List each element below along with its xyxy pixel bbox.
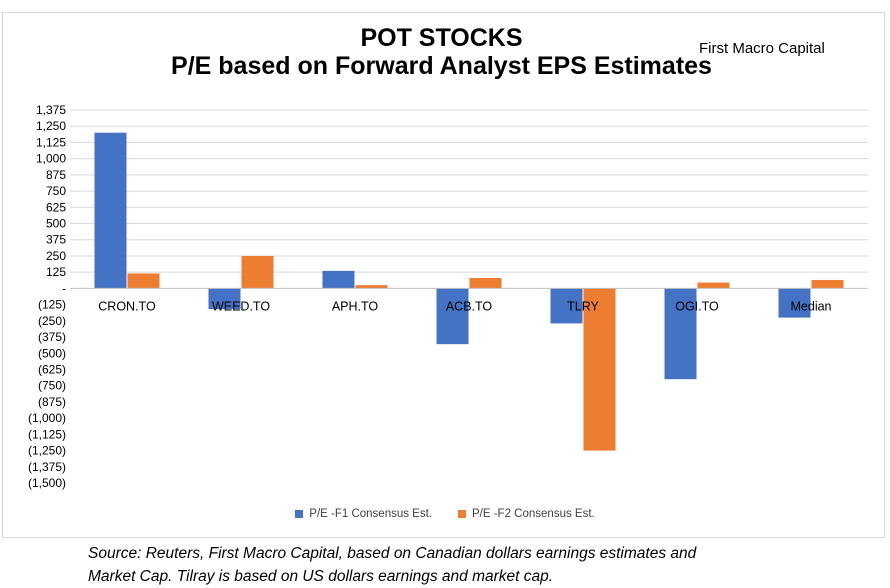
y-tick-label: 625 (46, 200, 66, 214)
y-tick-label: (625) (38, 362, 66, 376)
y-tick-label: 1,125 (36, 135, 66, 149)
x-category-label: APH.TO (332, 299, 379, 313)
y-tick-label: (1,000) (28, 411, 66, 425)
legend-swatch-series-1 (295, 510, 304, 518)
brand-label: First Macro Capital (699, 40, 825, 57)
y-tick-label: 750 (46, 184, 66, 198)
y-tick-label: - (62, 281, 66, 295)
source-note-line-1: Source: Reuters, First Macro Capital, ba… (88, 545, 697, 562)
bar-series-2 (127, 273, 160, 289)
bar-series-1 (550, 288, 583, 324)
y-tick-label: 1,250 (36, 119, 66, 133)
legend-item-series-2: P/E -F2 Consensus Est. (458, 508, 595, 520)
bar-series-1 (322, 270, 355, 289)
bar-series-2 (241, 255, 274, 289)
y-tick-label: (500) (38, 346, 66, 360)
y-tick-label: (1,500) (28, 476, 66, 490)
bar-series-1 (778, 288, 811, 318)
legend-item-series-1: P/E -F1 Consensus Est. (295, 508, 432, 520)
y-tick-label: (375) (38, 330, 66, 344)
y-tick-label: (750) (38, 379, 66, 393)
y-tick-label: 125 (46, 265, 66, 279)
x-category-label: TLRY (567, 299, 599, 313)
legend-swatch-series-2 (458, 510, 466, 518)
x-category-label: Median (791, 299, 832, 313)
y-tick-label: (250) (38, 314, 66, 328)
chart-title-line-1: POT STOCKS (360, 24, 523, 52)
y-tick-label: (1,250) (28, 444, 66, 458)
y-tick-label: (1,375) (28, 460, 66, 474)
bar-series-1 (664, 288, 697, 380)
legend-label-series-2: P/E -F2 Consensus Est. (472, 508, 595, 520)
y-tick-label: 1,375 (36, 103, 66, 117)
bar-series-1 (208, 288, 241, 310)
x-category-label: ACB.TO (446, 299, 493, 313)
bar-series-2 (697, 282, 730, 289)
bar-series-2 (583, 288, 616, 451)
y-tick-label: 500 (46, 217, 66, 231)
source-note-line-2: Market Cap. Tilray is based on US dollar… (88, 568, 554, 585)
x-category-label: OGI.TO (675, 299, 719, 313)
x-category-label: CRON.TO (98, 299, 156, 313)
chart-title-line-2: P/E based on Forward Analyst EPS Estimat… (171, 52, 712, 80)
bar-series-1 (94, 132, 127, 289)
bar-series-2 (811, 279, 844, 289)
bar-series-1 (436, 288, 469, 345)
y-tick-label: 375 (46, 233, 66, 247)
y-tick-label: (875) (38, 395, 66, 409)
legend-label-series-1: P/E -F1 Consensus Est. (309, 508, 432, 520)
y-tick-label: (125) (38, 298, 66, 312)
x-category-label: WEED.TO (212, 299, 270, 313)
y-tick-label: 875 (46, 168, 66, 182)
bar-series-2 (355, 285, 388, 289)
chart-legend: P/E -F1 Consensus Est. P/E -F2 Consensus… (0, 508, 890, 520)
y-tick-label: (1,125) (28, 427, 66, 441)
y-tick-label: 250 (46, 249, 66, 263)
source-note: Source: Reuters, First Macro Capital, ba… (88, 542, 696, 588)
y-tick-label: 1,000 (36, 152, 66, 166)
bar-series-2 (469, 278, 502, 289)
